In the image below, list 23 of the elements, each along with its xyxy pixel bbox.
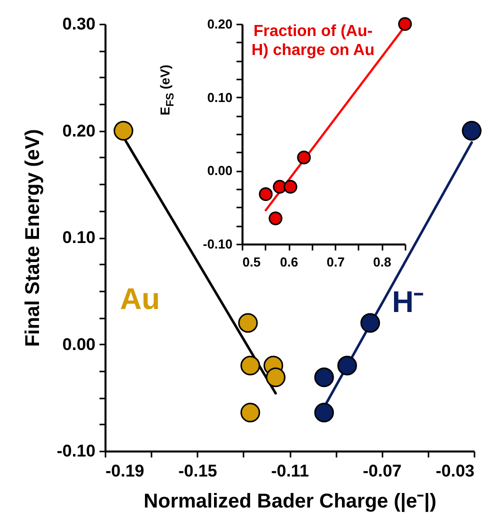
series-label: H⁻ — [392, 285, 424, 321]
y-tick-label: 0.00 — [207, 163, 232, 178]
y-tick-label: 0.10 — [62, 228, 96, 247]
y-tick-label: 0.20 — [207, 16, 232, 32]
y-tick-label: -0.10 — [56, 442, 96, 460]
y-tick-label: 0.30 — [62, 14, 96, 34]
text: Au — [120, 283, 160, 317]
y-tick-label: 0.10 — [207, 90, 232, 105]
x-tick-label: -0.11 — [271, 462, 309, 480]
x-tick-label: 0.8 — [373, 254, 392, 270]
y-tick-label: 0.00 — [62, 334, 96, 354]
y-tick-label: 0.20 — [62, 121, 96, 140]
x-tick-label: 0.7 — [326, 254, 345, 270]
y-axis-title: Final State Energy (eV) — [22, 129, 44, 347]
x-tick-label: -0.19 — [106, 462, 144, 480]
x-tick-label: -0.03 — [436, 462, 474, 480]
x-tick-label: 0.6 — [280, 254, 298, 270]
x-tick-label: -0.15 — [178, 462, 218, 480]
x-tick-label: -0.07 — [362, 462, 402, 480]
x-tick-label: 0.5 — [242, 254, 261, 270]
x-axis-title: Normalized Bader Charge (|e⁻|) — [144, 490, 436, 512]
y-tick-label: -0.10 — [202, 236, 232, 252]
series-label: Fraction of (Au-H) charge on Au — [250, 22, 376, 60]
